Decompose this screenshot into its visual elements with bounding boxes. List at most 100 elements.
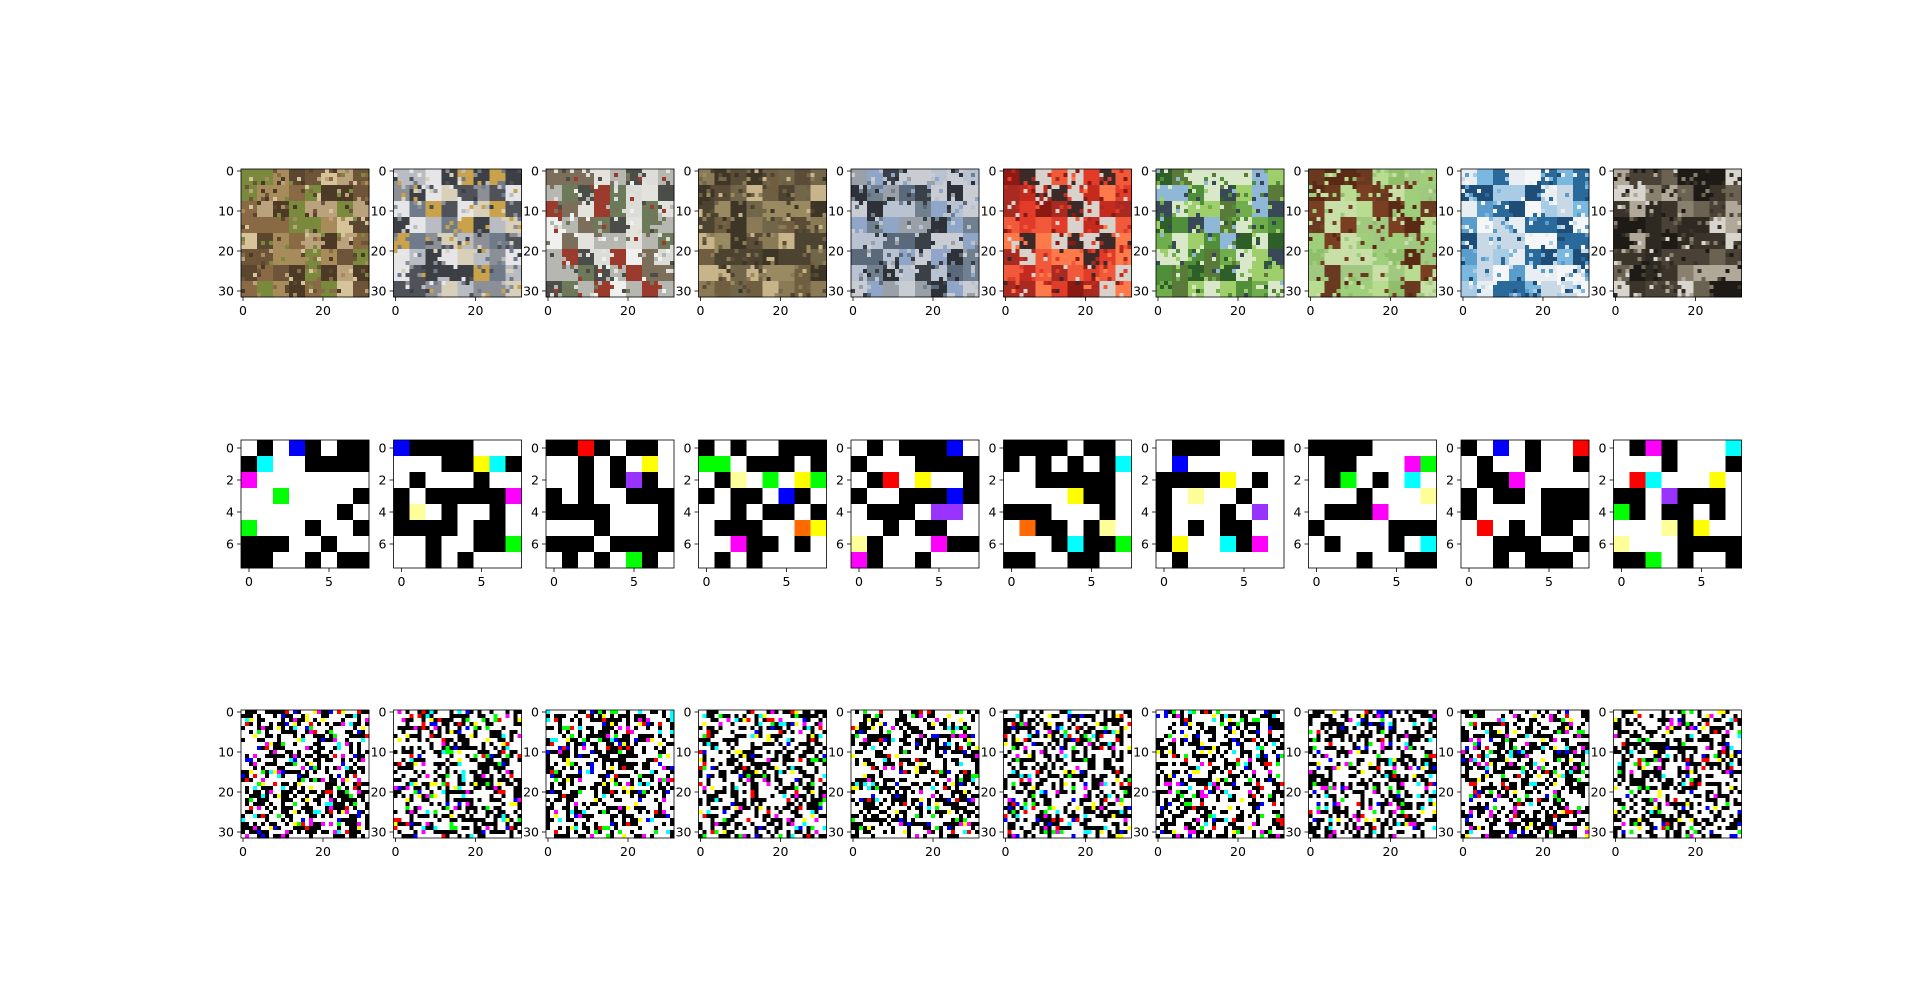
pixel-cell	[943, 185, 947, 189]
pixel-cell	[398, 173, 402, 177]
pixel-cell	[470, 221, 474, 225]
pixel-cell	[249, 273, 253, 277]
pixel-cell	[241, 225, 245, 229]
pixel-cell	[654, 205, 658, 209]
pixel-cell	[634, 177, 638, 181]
pixel-cell	[650, 193, 654, 197]
pixel-cell	[807, 257, 811, 261]
pixel-cell	[281, 225, 285, 229]
pixel-cell	[903, 253, 907, 257]
pixel-cell	[755, 177, 759, 181]
pixel-cell	[285, 241, 289, 245]
pixel-cell	[883, 217, 887, 221]
pixel-cell	[253, 253, 257, 257]
pixel-cell	[751, 181, 755, 185]
pixel-cell	[638, 197, 642, 201]
pixel-cell	[903, 185, 907, 189]
pixel-cell	[566, 253, 570, 257]
pixel-cell	[883, 249, 887, 253]
pixel-cell	[763, 289, 767, 293]
pixel-cell	[494, 221, 498, 225]
pixel-cell	[731, 245, 735, 249]
pixel-cell	[474, 249, 478, 253]
pixel-cell	[895, 229, 899, 233]
pixel-cell	[875, 189, 879, 193]
pixel-cell	[325, 181, 329, 185]
pixel-cell	[333, 225, 337, 229]
pixel-cell	[610, 273, 614, 277]
pixel-cell	[899, 261, 903, 265]
pixel-cell	[899, 233, 903, 237]
pixel-cell	[923, 213, 927, 217]
pixel-cell	[803, 245, 807, 249]
pixel-cell	[851, 169, 855, 173]
pixel-cell	[723, 253, 727, 257]
pixel-cell	[578, 257, 582, 261]
pixel-cell	[253, 197, 257, 201]
pixel-cell	[907, 177, 911, 181]
pixel-cell	[578, 169, 582, 173]
pixel-cell	[927, 201, 931, 205]
pixel-cell	[345, 261, 349, 265]
pixel-cell	[947, 257, 951, 261]
pixel-cell	[747, 273, 751, 277]
pixel-cell	[558, 181, 562, 185]
pixel-cell	[707, 281, 711, 285]
pixel-cell	[353, 245, 357, 249]
pixel-cell	[514, 269, 518, 273]
pixel-cell	[955, 265, 959, 269]
pixel-cell	[402, 229, 406, 233]
pixel-cell	[947, 201, 951, 205]
pixel-cell	[939, 193, 943, 197]
pixel-cell	[574, 273, 578, 277]
pixel-cell	[482, 253, 486, 257]
pixel-cell	[646, 241, 650, 245]
pixel-cell	[875, 221, 879, 225]
pixel-cell	[959, 269, 963, 273]
pixel-cell	[498, 241, 502, 245]
pixel-cell	[735, 181, 739, 185]
pixel-cell	[470, 189, 474, 193]
pixel-cell	[345, 185, 349, 189]
pixel-cell	[622, 269, 626, 273]
pixel-cell	[422, 181, 426, 185]
pixel-cell	[658, 285, 662, 289]
pixel-cell	[939, 245, 943, 249]
pixel-cell	[707, 177, 711, 181]
pixel-cell	[353, 269, 357, 273]
pixel-cell	[398, 225, 402, 229]
pixel-cell	[815, 173, 819, 177]
pixel-cell	[707, 285, 711, 289]
x-tick-label: 0	[697, 303, 705, 318]
pixel-cell	[931, 213, 935, 217]
pixel-cell	[562, 181, 566, 185]
pixel-cell	[430, 185, 434, 189]
pixel-cell	[430, 221, 434, 225]
pixel-cell	[951, 177, 955, 181]
pixel-cell	[574, 201, 578, 205]
pixel-cell	[498, 189, 502, 193]
pixel-cell	[939, 241, 943, 245]
pixel-cell	[317, 205, 321, 209]
pixel-cell	[570, 197, 574, 201]
pixel-cell	[265, 249, 269, 253]
pixel-cell	[301, 181, 305, 185]
pixel-cell	[727, 265, 731, 269]
pixel-cell	[462, 261, 466, 265]
pixel-cell	[554, 237, 558, 241]
pixel-cell	[787, 173, 791, 177]
pixel-cell	[325, 253, 329, 257]
pixel-cell	[438, 229, 442, 233]
pixel-cell	[759, 249, 763, 253]
pixel-cell	[646, 237, 650, 241]
pixel-cell	[755, 225, 759, 229]
pixel-cell	[506, 237, 510, 241]
pixel-cell	[265, 285, 269, 289]
pixel-cell	[630, 181, 634, 185]
pixel-cell	[594, 189, 598, 193]
pixel-cell	[430, 257, 434, 261]
pixel-cell	[502, 221, 506, 225]
pixel-cell	[783, 269, 787, 273]
pixel-cell	[711, 273, 715, 277]
pixel-cell	[273, 253, 277, 257]
